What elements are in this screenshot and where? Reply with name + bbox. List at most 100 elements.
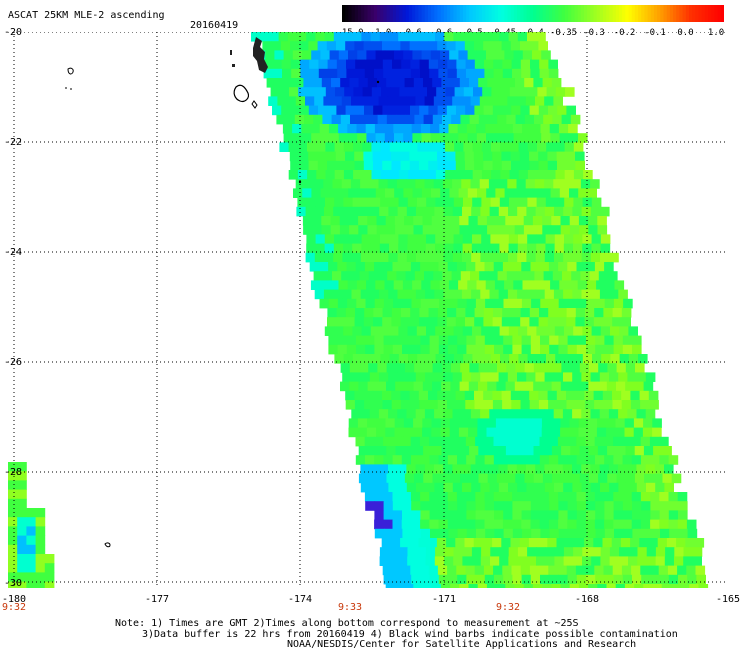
swath-cell <box>523 418 534 428</box>
colorbar-cell <box>587 5 591 22</box>
swath-cell <box>517 206 527 217</box>
swath-cell <box>281 105 291 116</box>
swath-cell <box>404 473 415 484</box>
swath-cell <box>478 446 488 456</box>
swath-cell <box>439 298 449 309</box>
swath-cell <box>481 234 491 244</box>
swath-cell <box>585 492 596 502</box>
swath-cell <box>429 344 440 355</box>
swath-cell <box>523 225 534 235</box>
swath-cell <box>475 501 486 511</box>
swath-cell <box>639 390 650 401</box>
swath-cell <box>471 556 482 566</box>
swath-cell <box>426 142 437 152</box>
swath-cell <box>408 354 418 364</box>
swath-cell <box>374 528 385 539</box>
swath-cell <box>422 216 433 226</box>
swath-cell <box>383 510 394 520</box>
swath-cell <box>587 188 597 198</box>
swath-cell <box>462 206 472 217</box>
swath-cell <box>355 59 365 70</box>
swath-cell <box>372 151 383 162</box>
swath-cell <box>566 160 576 171</box>
colorbar-cell <box>599 5 604 22</box>
swath-cell <box>346 68 356 79</box>
swath-cell <box>441 363 452 373</box>
swath-cell <box>333 252 343 263</box>
swath-cell <box>565 151 576 162</box>
swath-cell <box>494 280 505 290</box>
swath-cell <box>505 446 516 456</box>
swath-cell <box>353 170 363 180</box>
swath-cell <box>17 498 27 509</box>
swath-cell <box>438 501 449 511</box>
swath-cell <box>398 556 408 566</box>
swath-cell <box>334 234 344 244</box>
swath-cell <box>337 68 347 79</box>
swath-cell <box>450 446 461 456</box>
swath-cell <box>449 133 459 143</box>
swath-cell <box>527 326 537 336</box>
swath-cell <box>381 151 392 162</box>
swath-cell <box>487 381 497 392</box>
swath-cell <box>445 87 455 97</box>
swath-cell <box>502 519 513 530</box>
colorbar-cell <box>380 5 384 22</box>
swath-cell <box>545 197 556 208</box>
swath-cell <box>280 41 291 51</box>
swath-cell <box>559 133 570 143</box>
swath-cell <box>353 87 363 97</box>
swath-cell <box>506 363 516 373</box>
swath-cell <box>576 455 587 465</box>
swath-cell <box>35 563 46 573</box>
swath-cell <box>526 289 536 300</box>
swath-cell <box>594 262 605 272</box>
swath-cell <box>677 492 688 502</box>
swath-cell <box>343 170 354 180</box>
swath-cell <box>604 501 614 511</box>
swath-cell <box>437 105 448 116</box>
swath-cell <box>334 142 345 152</box>
colorbar-cell <box>698 5 703 22</box>
swath-cell <box>327 160 337 171</box>
swath-cell <box>567 455 577 465</box>
swath-cell <box>481 170 492 180</box>
swath-cell <box>8 544 18 555</box>
swath-cell <box>599 464 610 474</box>
swath-cell <box>532 418 543 428</box>
swath-cell <box>368 271 379 281</box>
colorbar-cell <box>596 5 601 22</box>
swath-cell <box>621 565 632 576</box>
swath-cell <box>35 572 46 582</box>
swath-cell <box>423 114 434 125</box>
swath-cell <box>279 142 289 152</box>
colorbar-cell <box>526 5 531 22</box>
chart-title: ASCAT 25KM MLE-2 ascending <box>8 10 165 21</box>
swath-cell <box>477 216 488 226</box>
swath-cell <box>668 510 679 520</box>
colorbar-label: -0.3 <box>583 28 605 38</box>
swath-cell <box>519 538 530 548</box>
swath-cell <box>514 584 525 588</box>
swath-cell <box>447 436 458 447</box>
swath-cell <box>628 547 638 557</box>
y-tick-label: -30 <box>4 578 23 589</box>
swath-cell <box>521 436 531 447</box>
colorbar-cell <box>469 5 474 22</box>
swath-cell <box>379 289 389 300</box>
swath-cell <box>473 87 483 97</box>
swath-cell <box>306 197 317 208</box>
swath-cell <box>354 105 365 116</box>
swath-cell <box>466 124 477 134</box>
swath-cell <box>630 538 640 548</box>
swath-cell <box>403 418 414 428</box>
swath-cell <box>487 78 497 88</box>
swath-cell <box>426 326 436 336</box>
swath-cell <box>340 78 350 88</box>
swath-cell <box>459 446 470 456</box>
swath-cell <box>462 252 472 263</box>
swath-cell <box>453 326 464 336</box>
swath-cell <box>392 492 403 502</box>
swath-cell <box>613 519 623 530</box>
swath-cell <box>516 409 527 419</box>
